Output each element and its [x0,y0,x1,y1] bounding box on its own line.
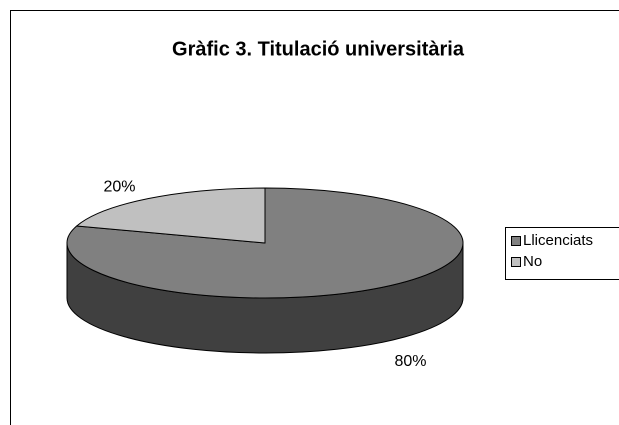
legend-label: No [523,253,542,270]
data-label: 80% [394,353,426,370]
legend-label: Llicenciats [523,232,593,249]
chart-border [10,10,619,425]
legend-box [505,227,619,280]
legend-swatch [511,236,521,246]
data-label: 20% [104,179,136,196]
legend-swatch [511,257,521,267]
pie-slice [75,187,266,244]
chart-title: Gràfic 3. Titulació universitària [172,38,465,60]
